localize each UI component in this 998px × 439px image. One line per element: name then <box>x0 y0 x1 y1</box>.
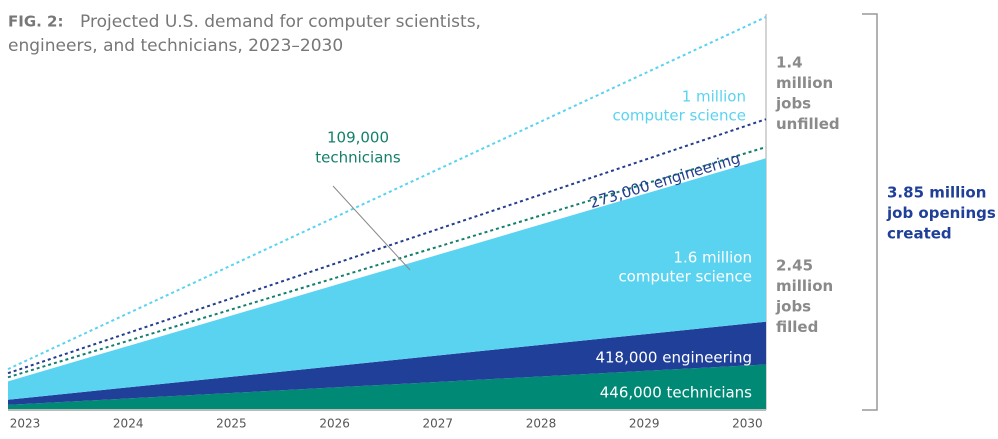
x-tick-label: 2023 <box>10 417 41 431</box>
area <box>8 158 766 400</box>
series-label: technicians <box>315 149 401 167</box>
x-tick-label: 2024 <box>113 417 144 431</box>
series-label: computer science <box>612 107 746 125</box>
x-tick-label: 2029 <box>629 417 660 431</box>
annotation: 3.85 million <box>887 184 986 202</box>
annotation: million <box>776 277 833 295</box>
annotation: created <box>887 225 952 243</box>
dashed-line <box>7 146 767 379</box>
x-tick-label: 2026 <box>319 417 350 431</box>
annotation: 1.4 <box>776 54 803 72</box>
series-label: computer science <box>618 268 752 286</box>
series-label: 109,000 <box>327 129 389 147</box>
leader-line <box>332 185 411 271</box>
x-tick-label: 2028 <box>526 417 557 431</box>
chart-title: Projected U.S. demand for computer scien… <box>80 12 481 32</box>
annotation: 2.45 <box>776 257 813 275</box>
annotation: job openings <box>886 204 996 222</box>
series-label: 1.6 million <box>673 249 752 267</box>
x-tick-label: 2027 <box>423 417 454 431</box>
area <box>8 321 766 405</box>
annotation: jobs <box>775 95 811 113</box>
dashed-line <box>7 16 767 371</box>
annotation: filled <box>776 318 818 336</box>
figure-label: FIG. 2: <box>8 13 64 31</box>
bracket <box>862 13 878 411</box>
annotation: unfilled <box>776 115 840 133</box>
chart-title: engineers, and technicians, 2023–2030 <box>8 36 343 56</box>
annotation: jobs <box>775 298 811 316</box>
series-label: 446,000 technicians <box>600 384 752 402</box>
series-label: 418,000 engineering <box>595 349 752 367</box>
dashed-line <box>7 118 767 375</box>
x-tick-label: 2025 <box>216 417 247 431</box>
series-label: 1 million <box>682 88 746 106</box>
area <box>8 364 766 410</box>
x-tick-label: 2030 <box>732 417 763 431</box>
annotation: million <box>776 74 833 92</box>
